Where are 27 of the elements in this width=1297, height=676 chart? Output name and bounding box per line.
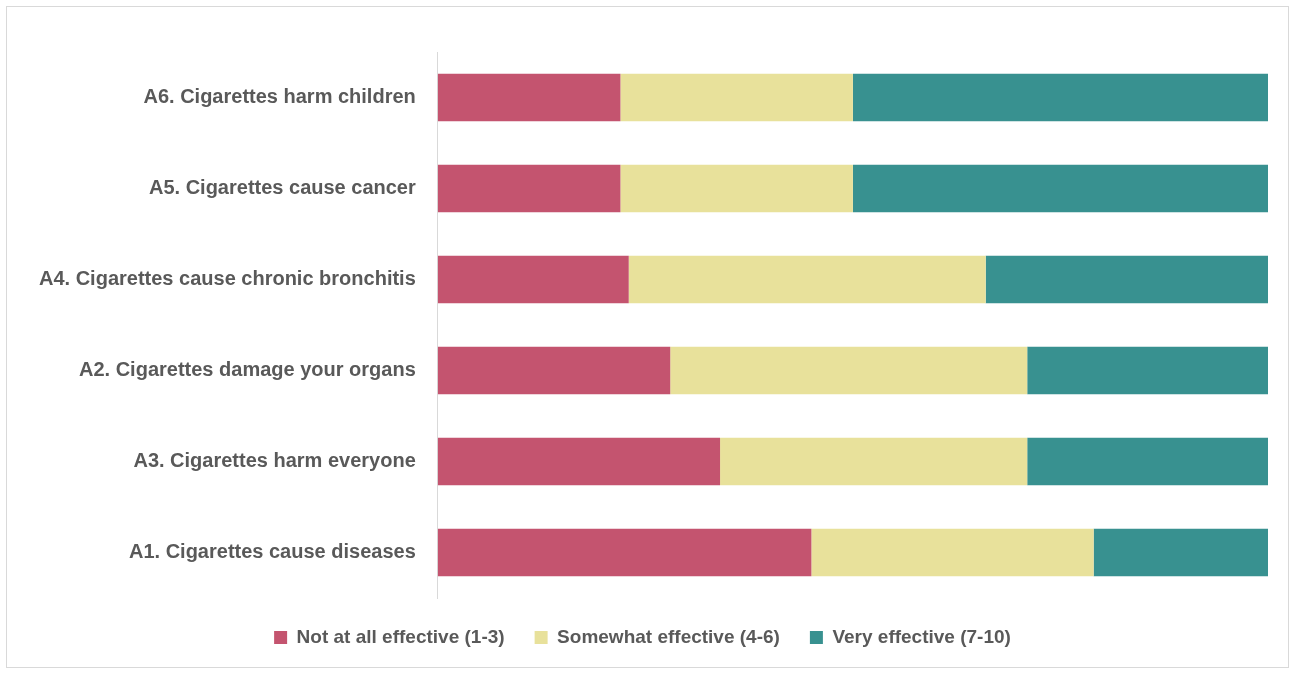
bar bbox=[620, 73, 853, 122]
legend-label: Not at all effective (1-3) bbox=[296, 625, 505, 647]
bar bbox=[670, 346, 1028, 395]
bar bbox=[437, 255, 629, 304]
bar bbox=[1093, 528, 1268, 577]
bar bbox=[437, 164, 621, 213]
bar bbox=[628, 255, 986, 304]
bar bbox=[852, 164, 1268, 213]
y-tick-label: A2. Cigarettes damage your organs bbox=[79, 358, 416, 381]
bar bbox=[811, 528, 1094, 577]
y-tick-label: A6. Cigarettes harm children bbox=[143, 85, 416, 108]
bar bbox=[437, 346, 671, 395]
bar bbox=[1027, 437, 1268, 486]
bar bbox=[852, 73, 1268, 122]
legend-label: Somewhat effective (4-6) bbox=[557, 625, 780, 647]
bar bbox=[1027, 346, 1268, 395]
y-tick-label: A3. Cigarettes harm everyone bbox=[133, 449, 416, 472]
y-tick-label: A4. Cigarettes cause chronic bronchitis bbox=[39, 267, 416, 290]
y-tick-label: A5. Cigarettes cause cancer bbox=[148, 176, 416, 199]
bar bbox=[437, 528, 812, 577]
bar bbox=[620, 164, 853, 213]
bar bbox=[720, 437, 1028, 486]
y-tick-label: A1. Cigarettes cause diseases bbox=[128, 540, 416, 563]
legend-label: Very effective (7-10) bbox=[832, 625, 1011, 647]
bar bbox=[437, 437, 721, 486]
bar bbox=[985, 255, 1268, 304]
bar bbox=[437, 73, 621, 122]
